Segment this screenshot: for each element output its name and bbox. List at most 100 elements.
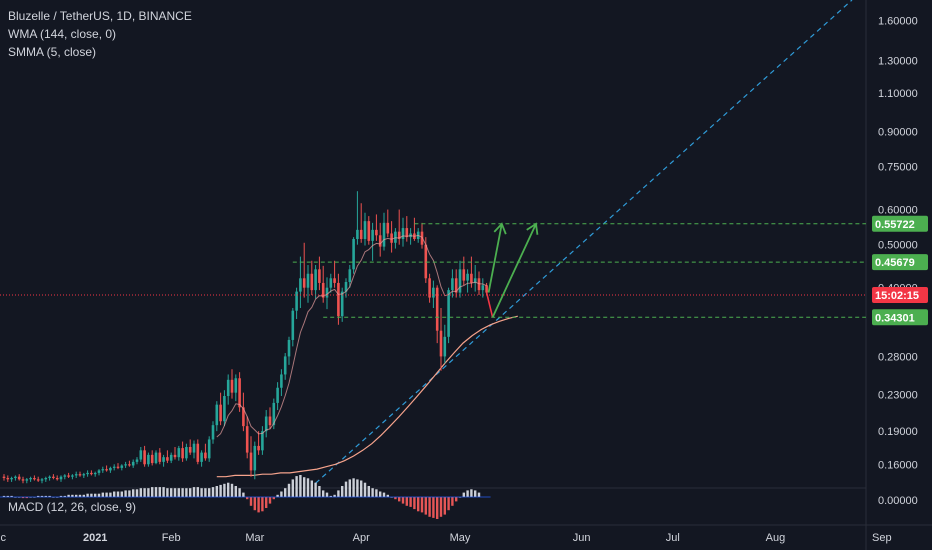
candle-body <box>325 287 329 298</box>
macd-bar <box>337 490 340 497</box>
candle-body <box>223 396 226 422</box>
candle-body <box>158 452 162 462</box>
candle-body <box>230 379 234 393</box>
candle-body <box>207 439 211 459</box>
candle-body <box>245 426 249 453</box>
candle-body <box>314 269 317 291</box>
candle-body <box>36 479 40 481</box>
macd-bar <box>196 487 199 497</box>
macd-bar <box>135 489 139 497</box>
candle-body <box>454 278 458 293</box>
candle-body <box>451 278 454 291</box>
candle-body <box>131 461 135 466</box>
level-tag <box>872 215 928 232</box>
wma-legend[interactable]: WMA (144, close, 0) <box>8 27 117 41</box>
macd-bar <box>189 488 192 497</box>
macd-bar <box>333 494 336 497</box>
macd-bar <box>246 497 249 500</box>
macd-bar <box>2 495 6 497</box>
macd-bar <box>78 494 82 497</box>
candle-body <box>242 407 245 427</box>
candle-body <box>71 475 74 477</box>
candle-body <box>337 282 340 317</box>
candle-body <box>48 476 51 478</box>
macd-bar <box>105 492 108 497</box>
macd-bar <box>116 491 120 497</box>
candle-body <box>435 287 439 331</box>
candle-body <box>162 457 165 462</box>
candle-body <box>196 443 200 462</box>
candle-body <box>367 221 371 241</box>
candle-body <box>249 452 253 471</box>
macd-bar <box>257 497 260 513</box>
smma-legend[interactable]: SMMA (5, close) <box>8 45 97 59</box>
macd-bar <box>420 497 424 513</box>
y-tick-label: 0.90000 <box>878 126 918 138</box>
candle-body <box>481 285 485 291</box>
candle-body <box>299 278 302 292</box>
macd-bar <box>215 486 218 497</box>
macd-bar <box>253 497 256 511</box>
macd-bar <box>227 482 230 497</box>
candle-body <box>226 379 230 397</box>
candle-body <box>405 228 409 238</box>
candle-body <box>74 474 78 476</box>
macd-bar <box>276 494 279 497</box>
candle-body <box>432 287 435 298</box>
macd-bar <box>348 479 351 497</box>
macd-bar <box>424 497 427 515</box>
candle-body <box>276 387 279 403</box>
candle-body <box>93 472 97 475</box>
macd-bar <box>303 477 306 497</box>
macd-bar <box>466 490 469 497</box>
projection-arrow-2-head <box>526 222 539 235</box>
candle-body <box>147 454 150 465</box>
macd-bar <box>120 491 123 497</box>
macd-bar <box>462 492 465 497</box>
macd-bar <box>71 494 74 497</box>
macd-bar <box>139 488 142 497</box>
macd-legend[interactable]: MACD (12, 26, close, 9) <box>8 500 137 514</box>
candle-body <box>359 229 363 239</box>
x-tick-label: Feb <box>162 532 181 544</box>
candle-body <box>33 477 36 480</box>
macd-bar <box>234 486 237 497</box>
candle-body <box>120 465 124 468</box>
candle-body <box>55 477 59 480</box>
candle-body <box>310 273 314 291</box>
candle-body <box>477 278 481 291</box>
candle-body <box>200 452 203 462</box>
macd-bar <box>40 495 44 497</box>
candle-body <box>291 310 295 340</box>
macd-bar <box>360 480 363 497</box>
macd-tick-label: 0.00000 <box>878 495 918 507</box>
macd-bar <box>341 486 344 497</box>
macd-bar <box>75 494 78 497</box>
candle-body <box>268 416 272 426</box>
candle-body <box>356 229 359 239</box>
candle-body <box>63 475 67 477</box>
candle-body <box>280 374 283 388</box>
candle-body <box>295 291 298 311</box>
macd-bar <box>44 495 47 497</box>
trend-line <box>315 0 853 484</box>
macd-bar <box>238 488 241 497</box>
candle-body <box>40 479 44 481</box>
candle-body <box>188 446 192 453</box>
level-tag-label: 0.34301 <box>875 312 915 324</box>
candle-body <box>17 476 21 480</box>
macd-bar <box>451 497 454 506</box>
macd-bar <box>356 479 359 497</box>
macd-bar <box>82 494 85 497</box>
macd-bar <box>185 488 188 497</box>
candle-body <box>10 477 13 480</box>
macd-bar <box>272 497 275 500</box>
candle-body <box>340 291 344 317</box>
candle-body <box>238 378 241 408</box>
macd-bar <box>398 497 401 502</box>
candle-body <box>82 474 86 476</box>
macd-bar <box>101 492 104 497</box>
candle-body <box>428 278 431 298</box>
candle-body <box>185 446 188 459</box>
